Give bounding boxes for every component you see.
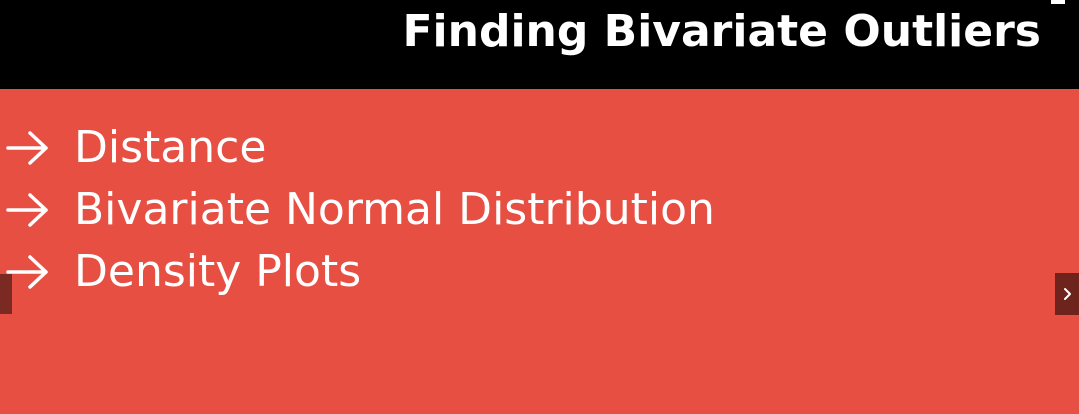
bullet-item-density-plots: Density Plots: [6, 241, 715, 303]
bullet-item-distance: Distance: [6, 117, 715, 179]
previous-slide-button[interactable]: [0, 274, 12, 314]
slide-content: Distance Bivariate Normal Distribution D…: [0, 89, 1079, 414]
bullet-list: Distance Bivariate Normal Distribution D…: [6, 117, 715, 303]
bullet-item-bivariate-normal-distribution: Bivariate Normal Distribution: [6, 179, 715, 241]
slide-title: Finding Bivariate Outliers: [402, 6, 1042, 57]
corner-mark: [1051, 0, 1065, 4]
bullet-label: Distance: [74, 122, 267, 173]
title-bar: Finding Bivariate Outliers: [0, 0, 1079, 89]
arrow-right-icon: [6, 255, 48, 289]
arrow-right-icon: [6, 193, 48, 227]
bullet-label: Density Plots: [74, 246, 362, 297]
chevron-right-icon: [1064, 288, 1071, 300]
arrow-right-icon: [6, 131, 48, 165]
next-slide-button[interactable]: [1055, 273, 1079, 315]
bullet-label: Bivariate Normal Distribution: [74, 184, 715, 235]
